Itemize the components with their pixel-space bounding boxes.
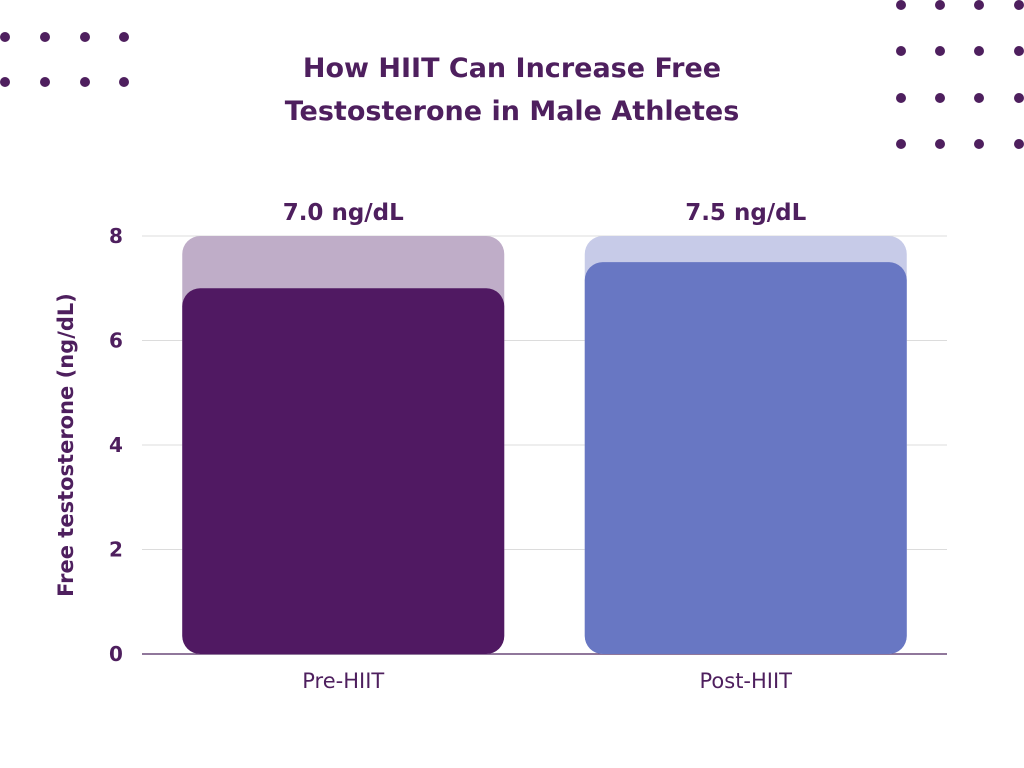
- decorative-dot: [974, 46, 984, 56]
- y-tick-label: 6: [109, 329, 123, 353]
- decorative-dots-right: [896, 0, 1024, 149]
- decorative-dot: [896, 0, 906, 10]
- decorative-dot: [974, 139, 984, 149]
- bars: 7.0 ng/dL Pre-HIIT 7.5 ng/dL Post-HIIT: [182, 200, 907, 693]
- y-tick-label: 0: [109, 642, 123, 666]
- bar: [584, 262, 907, 654]
- decorative-dot: [80, 77, 90, 87]
- y-axis-ticks: 0 2 4 6 8: [109, 224, 123, 666]
- y-tick-label: 4: [109, 433, 123, 457]
- decorative-dot: [896, 93, 906, 103]
- bar: [182, 288, 505, 654]
- decorative-dot: [935, 0, 945, 10]
- bar-value-label: 7.5 ng/dL: [685, 200, 806, 226]
- chart-title-line-2: Testosterone in Male Athletes: [285, 96, 740, 127]
- decorative-dot: [974, 0, 984, 10]
- decorative-dot: [896, 139, 906, 149]
- decorative-dot: [0, 32, 10, 42]
- decorative-dot: [935, 93, 945, 103]
- bar-value-label: 7.0 ng/dL: [283, 200, 404, 226]
- decorative-dot: [1014, 46, 1024, 56]
- y-tick-label: 2: [109, 538, 123, 562]
- decorative-dot: [896, 46, 906, 56]
- y-axis-title: Free testosterone (ng/dL): [54, 293, 78, 597]
- y-tick-label: 8: [109, 224, 123, 248]
- decorative-dot: [119, 77, 129, 87]
- decorative-dot: [1014, 93, 1024, 103]
- decorative-dot: [40, 32, 50, 42]
- x-category-label: Pre-HIIT: [302, 669, 384, 693]
- chart-title-line-1: How HIIT Can Increase Free: [303, 53, 721, 84]
- decorative-dots-left: [0, 32, 129, 87]
- x-category-label: Post-HIIT: [699, 669, 792, 693]
- decorative-dot: [935, 139, 945, 149]
- decorative-dot: [80, 32, 90, 42]
- decorative-dot: [935, 46, 945, 56]
- decorative-dot: [974, 93, 984, 103]
- decorative-dot: [119, 32, 129, 42]
- decorative-dot: [1014, 139, 1024, 149]
- decorative-dot: [40, 77, 50, 87]
- decorative-dot: [1014, 0, 1024, 10]
- decorative-dot: [0, 77, 10, 87]
